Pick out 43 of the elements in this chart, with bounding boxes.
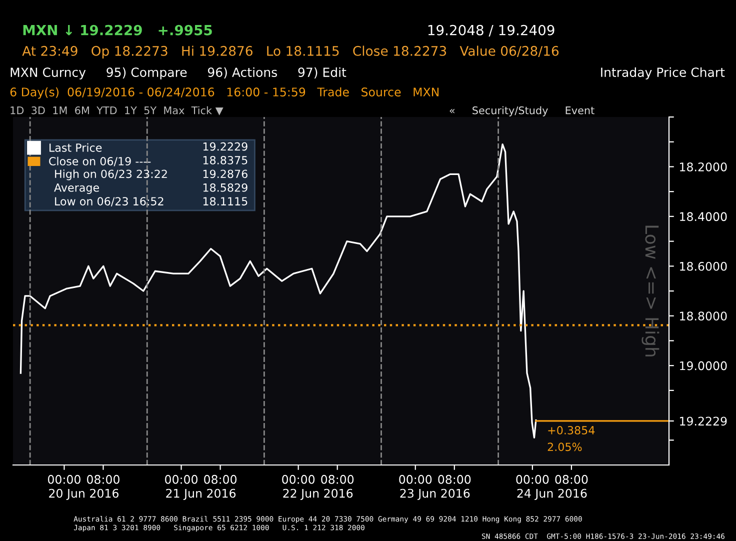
annotation: 19.2229 (203, 142, 248, 151)
annotation: Low <=> High (642, 226, 660, 356)
text: 6 Day(s) 06/19/2016 - 06/24/2016 16:00 - 15:59 Trade Source MXN (10, 87, 439, 99)
y-tick-label: 19.0000 (680, 361, 727, 370)
annotation: +0.3854 (548, 426, 595, 434)
text: 23 Jun 2016 (400, 488, 470, 500)
x-tick-label: 00:00 (165, 474, 198, 484)
text: 24 Jun 2016 (517, 488, 587, 500)
y-tick-label: 18.6000 (680, 262, 727, 271)
y-tick-label: 18.2000 (680, 162, 727, 172)
x-tick-label: 00:00 (48, 474, 80, 484)
text: At 23:49 Op 18.2273 Hi 19.2876 Lo 18.1115 Close 18.2273 Value 06/28/16 (22, 46, 559, 58)
text: MXN ↓ 19.2229 +.9955 (23, 24, 212, 36)
annotation: 19.2876 (203, 170, 248, 178)
annotation: 18.1115 (203, 197, 248, 206)
x-tick-label: 08:00 (204, 474, 237, 484)
x-tick-label: 08:00 (321, 474, 354, 484)
annotation: High on 06/23 23:22 (55, 169, 167, 180)
annotation: 18.5829 (203, 183, 248, 192)
x-tick-label: 08:00 (438, 474, 471, 484)
text: 22 Jun 2016 (283, 488, 353, 500)
x-tick-label: 00:00 (282, 474, 315, 484)
x-tick-label: 08:00 (87, 474, 120, 484)
x-tick-label: 08:00 (555, 474, 588, 484)
text: 1D 3D 1M 6M YTD 1Y 5Y Max Tick ▼ (10, 106, 224, 116)
y-tick-label: 19.2229 (680, 416, 727, 426)
annotation: 18.8375 (203, 156, 248, 164)
text: « Security/Study Event (450, 106, 594, 116)
annotation: 2.05% (548, 442, 582, 452)
legend-label: Close on 06/19 ---- (49, 156, 151, 166)
legend-label: Last Price (50, 143, 102, 152)
text: 19.2048 / 19.2409 (428, 24, 554, 36)
text: 20 Jun 2016 (49, 488, 118, 500)
line-series (20, 144, 537, 438)
y-tick-label: 18.4000 (680, 212, 727, 222)
x-tick-label: 00:00 (399, 474, 432, 484)
y-tick-label: 18.8000 (680, 312, 727, 321)
x-tick-label: 00:00 (516, 474, 549, 484)
annotation: Average (54, 184, 100, 194)
text: 21 Jun 2016 (166, 488, 236, 500)
text: MXN Curncy 95) Compare 96) Actions 97) Edit (10, 67, 346, 80)
chart-title: Intraday Price Chart (601, 67, 725, 80)
annotation: Low on 06/23 16:52 (55, 197, 164, 206)
